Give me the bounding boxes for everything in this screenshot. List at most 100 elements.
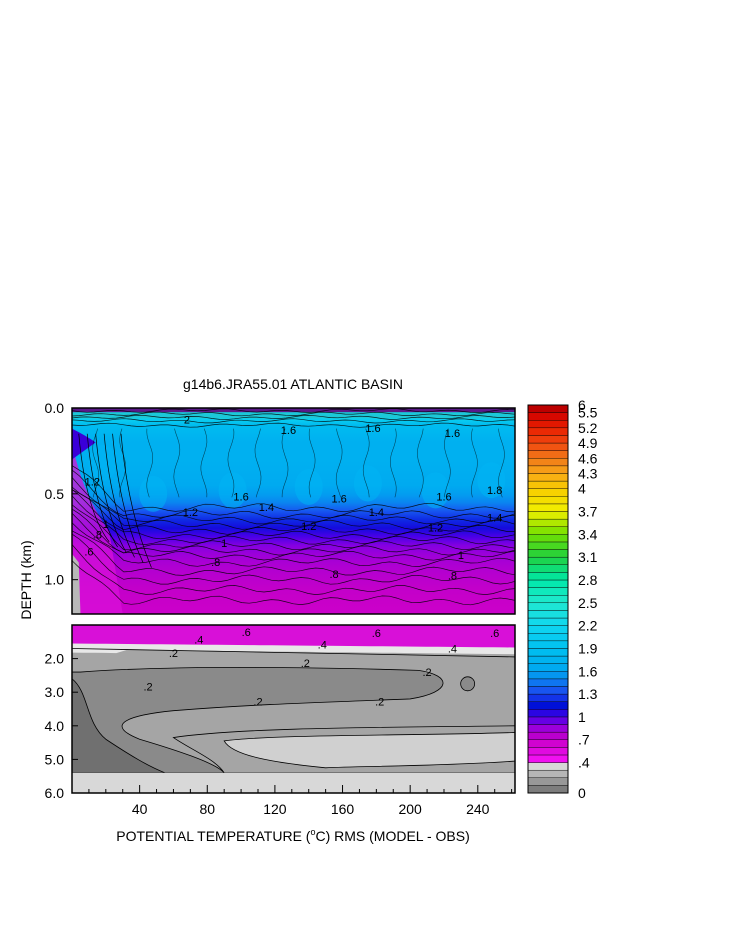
colorbar-box-48 [527, 420, 569, 429]
lower-y-ticks: 2.0 3.0 4.0 5.0 6.0 [45, 651, 78, 801]
colorbar-box-41 [527, 473, 569, 482]
colorbar-box-9 [527, 716, 569, 725]
colorbar-box-37 [527, 503, 569, 512]
vertical-contour-3 [173, 428, 181, 498]
lower-east-blob [460, 676, 476, 692]
lower-y-tick-label-4: 6.0 [45, 785, 65, 801]
x-tick-label-4: 200 [398, 801, 422, 817]
contour-line-13 [72, 508, 515, 556]
lower-contour-label-10: .2 [253, 697, 262, 709]
lower-y-tick-label-2: 4.0 [45, 718, 65, 734]
lower-contour-labels: .6 .6 .6 .4 .4 .4 .2 .2 .2 .2 .2 .2 [143, 627, 499, 709]
colorbar-box-46 [527, 435, 569, 444]
upper-contour-label-4: 1.2 [85, 476, 100, 488]
lower-dark-gray-region [72, 667, 444, 774]
lower-contour-label-5: .4 [448, 644, 457, 656]
upper-panel-frame [71, 407, 516, 615]
lower-light-gray-pocket [223, 732, 515, 769]
upper-contour-label-10: 1.4 [369, 507, 384, 519]
colorbar-box-33 [527, 534, 569, 543]
colorbar-box-11 [527, 701, 569, 710]
upper-contour-label-0: 2 [184, 414, 190, 426]
upper-y-tick-label-0: 0.0 [45, 400, 65, 416]
colorbar-box-5 [527, 747, 569, 756]
colorbar-box-29 [527, 564, 569, 573]
lower-contour-label-9: .2 [143, 682, 152, 694]
contour-line-1 [72, 411, 515, 417]
colorbar-label-13: 4 [578, 481, 586, 497]
vertical-contour-0 [92, 428, 99, 498]
west-contour-0 [78, 433, 110, 543]
west-contour-5 [120, 433, 152, 568]
contour-line-3 [72, 418, 515, 424]
lower-04-contour [72, 648, 515, 658]
contour-line-19 [72, 560, 515, 606]
colorbar-labels: 0 .4 .7 1 1.3 1.6 1.9 2.2 2.5 2.8 3.1 3.4 3.7 44.34.6… [578, 397, 598, 801]
upper-contour-label-12: 1.2 [301, 521, 316, 533]
colorbar-box-14 [527, 678, 569, 687]
contour-line-9 [72, 489, 515, 535]
colorbar-box-0 [527, 785, 569, 794]
colorbar-box-15 [527, 671, 569, 680]
lower-contour-label-2: .6 [490, 628, 499, 640]
colorbar-label-4: 1.3 [578, 686, 598, 702]
colorbar-box-7 [527, 731, 569, 740]
upper-contour-label-21: .8 [448, 571, 457, 583]
lower-y-tick-label-3: 5.0 [45, 751, 65, 767]
blue-blob-0 [88, 444, 117, 481]
x-tick-label-3: 160 [331, 801, 355, 817]
colorbar-box-34 [527, 526, 569, 535]
chart-title: g14b6.JRA55.01 ATLANTIC BASIN [183, 376, 403, 392]
colorbar-box-44 [527, 450, 569, 459]
colorbar-box-35 [527, 518, 569, 527]
contour-line-14 [72, 512, 515, 561]
colorbar-label-1: .4 [578, 755, 590, 771]
upper-contour-label-9: 1.4 [259, 502, 274, 514]
colorbar-boxes [527, 404, 569, 794]
colorbar-label-6: 1.9 [578, 641, 598, 657]
upper-contour-label-6: 1.6 [332, 493, 347, 505]
west-contour-2 [95, 433, 127, 553]
west-contour-4 [112, 433, 144, 563]
upper-contour-label-1: 1.6 [281, 425, 296, 437]
lower-contour-label-4: .4 [318, 640, 327, 652]
colorbar-box-23 [527, 610, 569, 619]
contour-line-8 [72, 486, 515, 530]
contour-line-11 [72, 495, 515, 545]
colorbar-box-18 [527, 648, 569, 657]
colorbar-box-4 [527, 754, 569, 763]
lower-darkest-corner [72, 678, 166, 774]
upper-contour-label-8: 1.8 [487, 485, 502, 497]
colorbar-box-6 [527, 739, 569, 748]
colorbar-label-14: 4.3 [578, 466, 598, 482]
vertical-contour-15 [498, 428, 505, 498]
upper-contour-label-7: 1.6 [436, 492, 451, 504]
upper-y-tick-label-2: 1.0 [45, 572, 65, 588]
colorbar-label-15: 4.6 [578, 450, 598, 466]
colorbar-box-24 [527, 602, 569, 611]
upper-contour-label-3: 1.6 [445, 428, 460, 440]
lower-contour-label-3: .4 [194, 634, 203, 646]
contour-line-15 [72, 522, 515, 567]
lower-y-tick-label-0: 2.0 [45, 651, 65, 667]
colorbar-box-26 [527, 587, 569, 596]
colorbar-box-10 [527, 709, 569, 718]
west-blue-patch [72, 428, 96, 460]
colorbar-box-25 [527, 595, 569, 604]
contour-line-16 [72, 530, 515, 576]
blue-blob-1 [139, 475, 168, 512]
colorbar-box-28 [527, 572, 569, 581]
x-tick-label-0: 40 [132, 801, 148, 817]
blue-blob-3 [294, 468, 323, 505]
contour-line-5 [72, 465, 515, 513]
colorbar-box-36 [527, 511, 569, 520]
colorbar-label-19: 6 [578, 397, 586, 413]
vertical-contour-4 [200, 428, 208, 498]
upper-contour-label-2: 1.6 [365, 423, 380, 435]
colorbar-box-13 [527, 686, 569, 695]
colorbar-box-1 [527, 777, 569, 786]
lower-contour-label-6: .2 [169, 648, 178, 660]
lower-contour-label-11: .2 [375, 697, 384, 709]
west-gray-patch [72, 553, 81, 614]
